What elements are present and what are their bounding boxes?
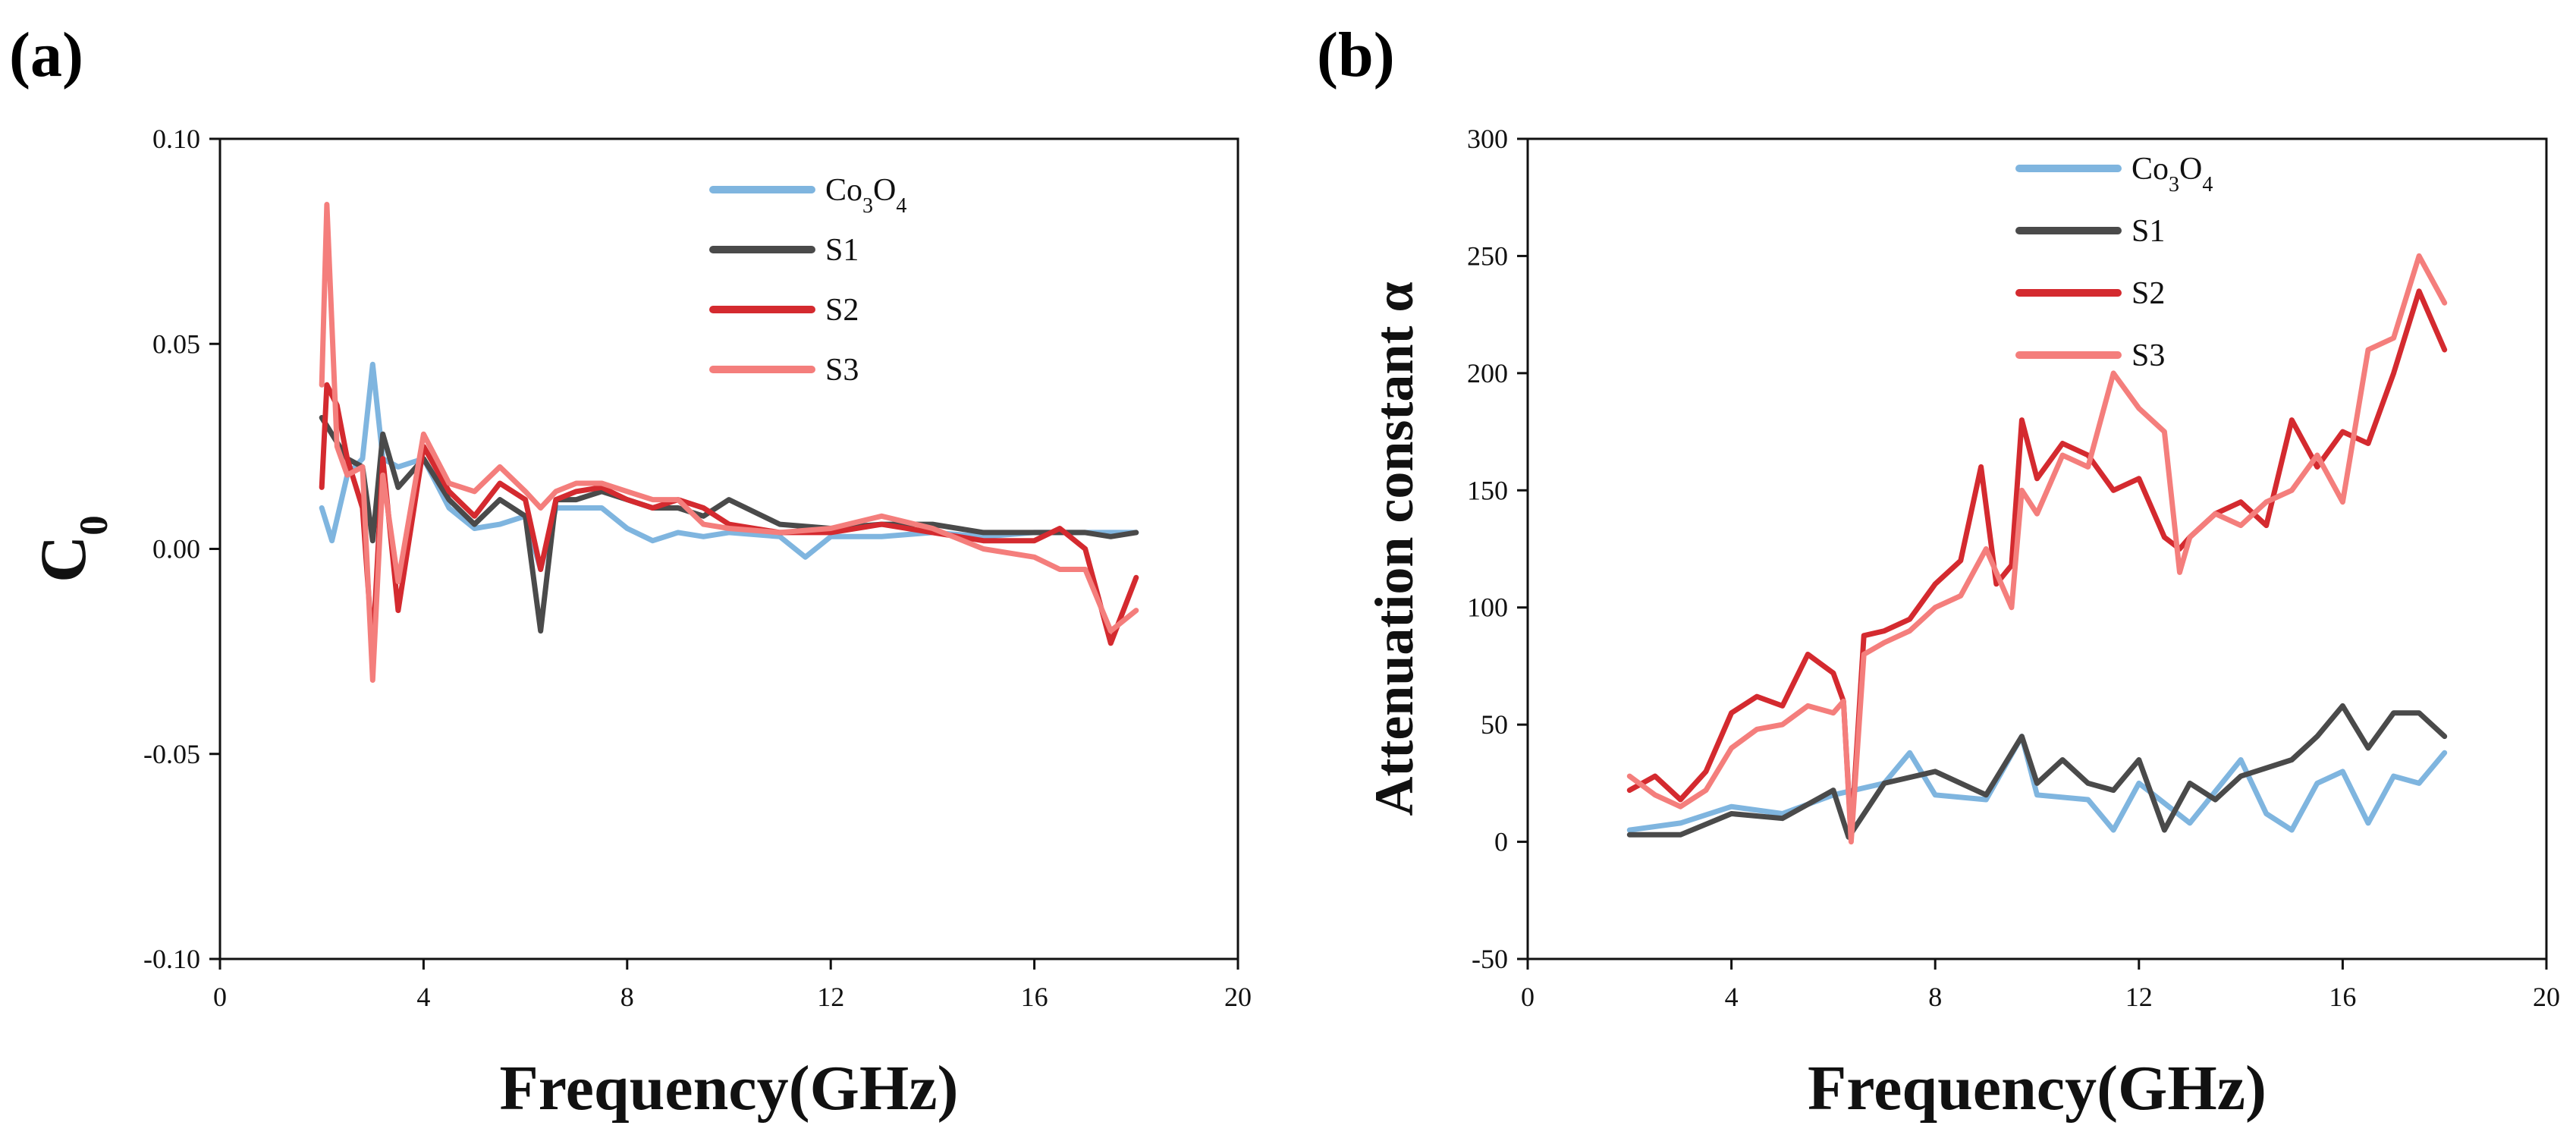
legend-label: S1 (825, 233, 859, 268)
series-group (319, 202, 1139, 683)
x-tick-label: 4 (416, 982, 430, 1012)
legend-label: Co3O4 (825, 173, 906, 218)
y-tick-label: 0 (1494, 827, 1508, 857)
panel-label: (a) (9, 20, 83, 90)
y-tick-label: 50 (1481, 709, 1508, 740)
legend: Co3O4 S1 S2 S3 (2015, 152, 2213, 373)
panel-label: (b) (1317, 20, 1395, 90)
y-axis-title: C0 (27, 515, 116, 583)
legend: Co3O4 S1 S2 S3 (709, 173, 906, 388)
legend-label: S3 (2131, 338, 2165, 373)
x-tick-label: 0 (1521, 982, 1535, 1012)
y-tick-label: -50 (1472, 944, 1508, 974)
x-axis-title: Frequency(GHz) (1808, 1053, 2267, 1124)
x-tick-label: 8 (1928, 982, 1942, 1012)
series-line-s3 (319, 202, 1139, 683)
series-group (1626, 253, 2448, 845)
y-tick-label: 0.00 (152, 534, 200, 564)
series-line-s1 (1626, 703, 2448, 840)
x-tick-label: 12 (817, 982, 844, 1012)
x-tick-label: 20 (2533, 982, 2560, 1012)
series-line-co3o4 (1626, 734, 2448, 833)
x-tick-label: 12 (2125, 982, 2153, 1012)
x-tick-label: 16 (1021, 982, 1048, 1012)
legend-label: S2 (2131, 276, 2165, 311)
panel-a: (a) 0 4 8 12 16 20 -0.10 -0.05 0.00 0.05 0.10 Freque… (9, 20, 1252, 1124)
plot-frame (1526, 137, 2548, 960)
series-line-s1 (319, 415, 1139, 634)
legend-label: S2 (825, 293, 859, 328)
y-tick-label: -0.05 (143, 739, 200, 769)
y-tick-label: 0.10 (152, 124, 200, 154)
x-tick-label: 0 (213, 982, 227, 1012)
series-line-s2 (319, 382, 1139, 655)
panel-b: (b) 0 4 8 12 16 20 -50 0 50 100 150 200 250 300 Frequen… (1317, 20, 2560, 1124)
y-tick-label: 100 (1467, 593, 1508, 623)
series-line-s2 (1626, 288, 2448, 840)
x-tick-label: 8 (620, 982, 634, 1012)
series-line-s3 (1626, 253, 2448, 845)
y-tick-label: 250 (1467, 240, 1508, 271)
legend-label: S1 (2131, 214, 2165, 249)
y-axis-title-subscript: 0 (72, 515, 116, 536)
y-axis-title: Attenuation constant α (1364, 281, 1425, 816)
y-tick-label: 150 (1467, 475, 1508, 505)
x-axis-title: Frequency(GHz) (500, 1053, 959, 1124)
y-tick-label: 300 (1467, 124, 1508, 154)
y-tick-label: 0.05 (152, 329, 200, 359)
y-tick-label: -0.10 (143, 944, 200, 974)
x-tick-label: 16 (2329, 982, 2356, 1012)
y-tick-label: 200 (1467, 358, 1508, 388)
legend-label: S3 (825, 353, 859, 388)
x-tick-label: 4 (1725, 982, 1739, 1012)
legend-label: Co3O4 (2131, 152, 2213, 196)
x-tick-label: 20 (1224, 982, 1252, 1012)
